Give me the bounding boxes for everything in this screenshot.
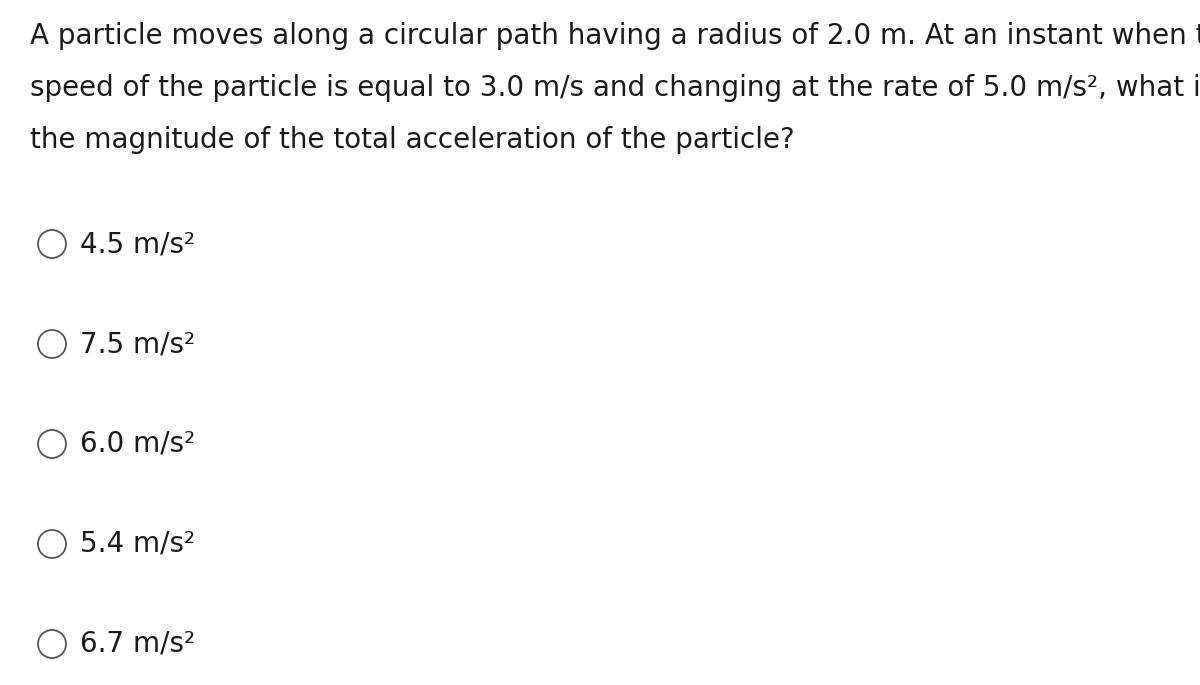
Text: the magnitude of the total acceleration of the particle?: the magnitude of the total acceleration … [30,126,794,154]
Text: 6.7 m/s²: 6.7 m/s² [80,630,196,658]
Text: 7.5 m/s²: 7.5 m/s² [80,330,196,358]
Text: A particle moves along a circular path having a radius of 2.0 m. At an instant w: A particle moves along a circular path h… [30,22,1200,50]
Text: 6.0 m/s²: 6.0 m/s² [80,430,196,458]
Text: 4.5 m/s²: 4.5 m/s² [80,230,196,258]
Text: 5.4 m/s²: 5.4 m/s² [80,530,196,558]
Text: speed of the particle is equal to 3.0 m/s and changing at the rate of 5.0 m/s², : speed of the particle is equal to 3.0 m/… [30,74,1200,102]
